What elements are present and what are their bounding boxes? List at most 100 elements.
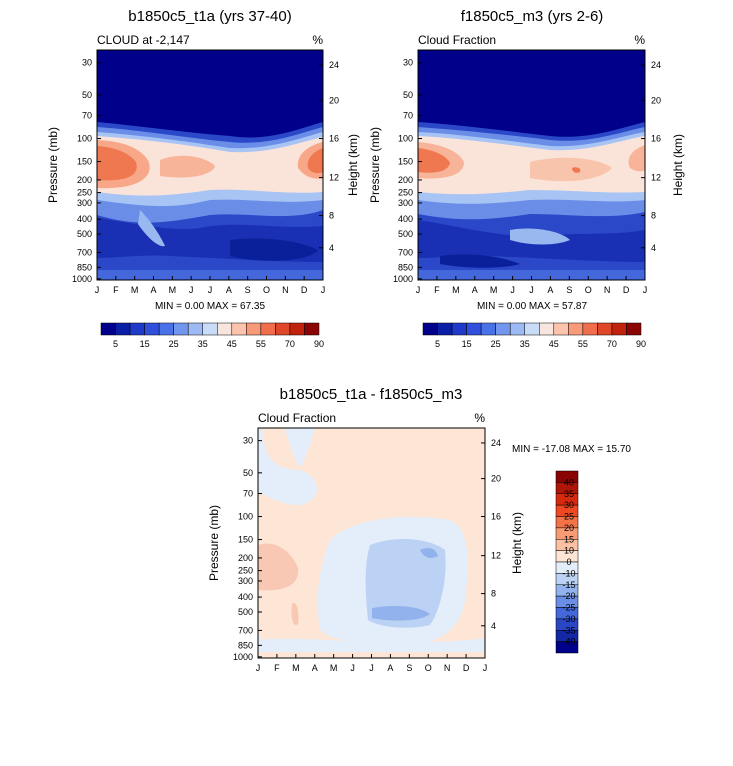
x-tick-label: J [643,285,648,295]
colorbar-swatch [289,322,305,336]
x-tick-label: J [510,285,515,295]
y-right-tick-label: 12 [651,173,661,183]
x-tick-label: M [330,663,338,673]
x-tick-label: J [483,663,488,673]
p3-red-left [258,543,299,591]
y-tick-label: 850 [238,640,253,650]
colorbar-label: 15 [140,339,150,349]
panel1-colorbar: 5 15 25 35 45 55 70 90 [100,322,324,349]
x-tick-label: A [547,285,553,295]
x-tick-label: S [566,285,572,295]
colorbar-label: 45 [549,339,559,349]
y-right-tick-label: 20 [329,96,339,106]
colorbar-swatch [115,322,131,336]
y-right-tick-label: 12 [491,551,501,561]
colorbar-label: 90 [314,339,324,349]
x-tick-label: J [416,285,421,295]
panel3-title: b1850c5_t1a - f1850c5_m3 [280,386,463,403]
colorbar-label: 25 [564,512,574,522]
x-tick-label: D [623,285,630,295]
colorbar-label: 25 [491,339,501,349]
y-right-tick-label: 4 [329,243,334,253]
y-right-tick-label: 16 [651,134,661,144]
colorbar-label: -15 [562,580,575,590]
y-tick-label: 700 [238,625,253,635]
colorbar-swatch [555,641,579,654]
colorbar-swatch [509,322,525,336]
y-right-tick-label: 8 [651,211,656,221]
y-tick-label: 70 [403,111,413,121]
panel-model-b1850c5: b1850c5_t1a (yrs 37-40) CLOUD at -2,147 … [46,8,360,349]
y-right-tick-label: 20 [651,96,661,106]
colorbar-swatch [582,322,598,336]
panel3-ylabel-right: Height (km) [510,512,524,574]
y-tick-label: 400 [77,214,92,224]
colorbar-label: -25 [562,603,575,613]
y-tick-label: 250 [238,566,253,576]
colorbar-label: 45 [227,339,237,349]
panel1-contour-field [97,50,323,280]
y-tick-label: 150 [238,535,253,545]
panel2-colorbar: 5 15 25 35 45 55 70 90 [422,322,646,349]
y-tick-label: 400 [238,592,253,602]
x-tick-label: F [113,285,119,295]
colorbar-swatch [539,322,555,336]
colorbar-label: 5 [113,339,118,349]
p2-light-patch [510,228,570,245]
x-tick-label: A [387,663,393,673]
panel2-y-axis-right: 24 20 16 12 8 4 [641,60,661,253]
p2-core-left-inner [418,148,450,173]
y-tick-label: 500 [77,229,92,239]
colorbar-swatch [304,322,320,336]
colorbar-label: -10 [562,568,575,578]
colorbar-swatch [495,322,511,336]
panel2-units: % [634,33,645,47]
colorbar-label: 20 [564,523,574,533]
panel2-ylabel: Pressure (mb) [368,127,382,203]
panel1-ylabel: Pressure (mb) [46,127,60,203]
y-tick-label: 200 [77,175,92,185]
x-tick-label: S [406,663,412,673]
y-right-tick-label: 8 [329,211,334,221]
y-right-tick-label: 24 [651,60,661,70]
panel1-subtitle-left: CLOUD at -2,147 [97,33,190,47]
x-tick-label: D [463,663,470,673]
panel2-title: f1850c5_m3 (yrs 2-6) [461,8,604,25]
panel1-units: % [312,33,323,47]
panel2-ylabel-right: Height (km) [671,134,685,196]
colorbar-label: -40 [562,637,575,647]
y-tick-label: 1000 [233,652,253,662]
p3-blue-upper-left [258,428,317,505]
p2-core-mid [530,157,612,182]
x-tick-label: O [263,285,270,295]
x-tick-label: M [169,285,177,295]
panel1-min-max: MIN = 0.00 MAX = 67.35 [155,301,265,312]
p3-blue-bottom [258,638,485,652]
y-tick-label: 850 [398,262,413,272]
colorbar-label: 0 [566,557,571,567]
p3-blue-deep [372,606,430,621]
colorbar-swatch [173,322,189,336]
y-tick-label: 250 [77,188,92,198]
colorbar-swatch [480,322,496,336]
y-tick-label: 500 [238,607,253,617]
y-tick-label: 50 [243,468,253,478]
colorbar-label: 35 [198,339,208,349]
colorbar-label: 40 [564,477,574,487]
p3-blue-corner [258,632,263,652]
panel-difference: b1850c5_t1a - f1850c5_m3 Cloud Fraction … [207,386,631,673]
y-tick-label: 200 [238,553,253,563]
panel3-min-max: MIN = -17.08 MAX = 15.70 [512,444,631,455]
y-tick-label: 300 [238,576,253,586]
panel3-subtitle-left: Cloud Fraction [258,411,336,425]
p1-dark-patch [230,238,318,261]
panel3-y-axis-right: 24 20 16 12 8 4 [481,438,501,631]
x-tick-label: A [150,285,156,295]
y-tick-label: 300 [398,198,413,208]
y-tick-label: 700 [398,247,413,257]
x-tick-label: N [444,663,451,673]
p3-blue-mid-inner [365,538,446,628]
